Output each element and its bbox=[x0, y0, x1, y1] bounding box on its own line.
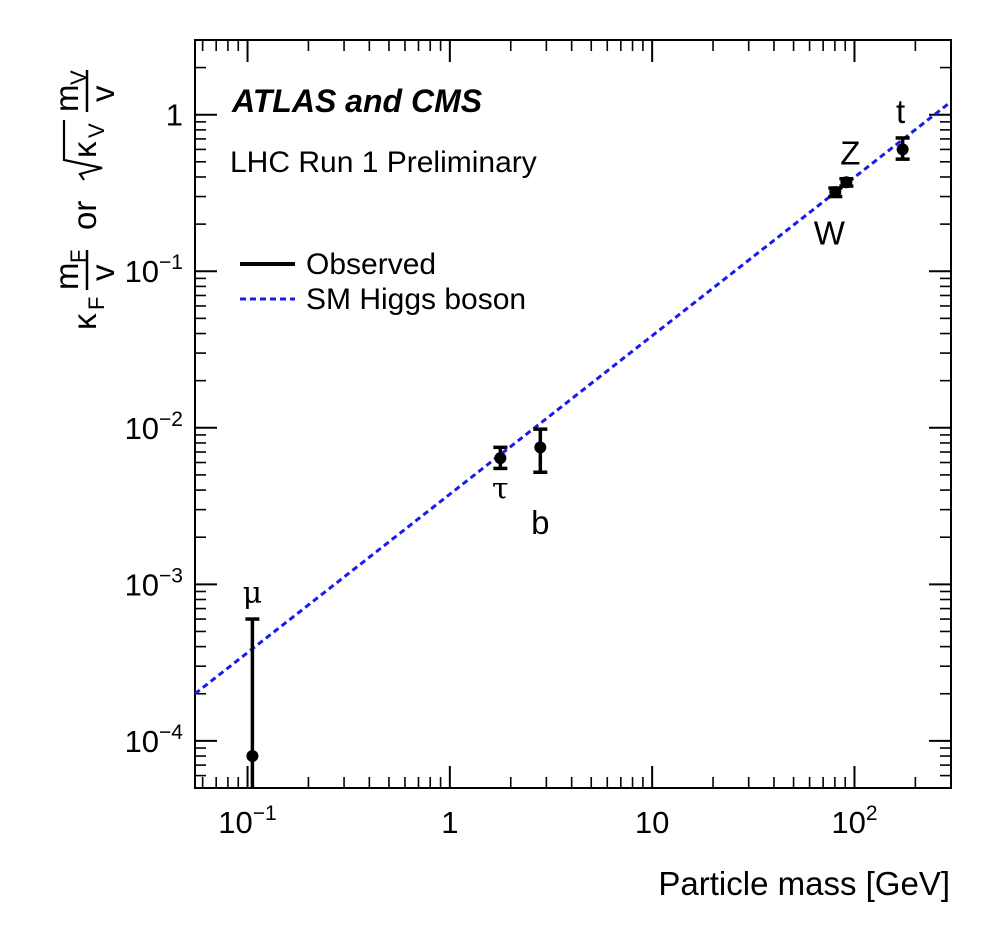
particle-label: W bbox=[814, 215, 846, 252]
major-ticks bbox=[195, 40, 951, 788]
y-tick-label: 10−3 bbox=[125, 564, 183, 602]
y-title-kappa-f-sub: F bbox=[84, 297, 109, 310]
y-tick-exponent: −3 bbox=[159, 564, 183, 587]
data-marker bbox=[829, 186, 842, 199]
y-tick-label: 10−2 bbox=[125, 408, 183, 446]
sm-higgs-line bbox=[194, 100, 952, 695]
particle-label: μ bbox=[243, 576, 263, 611]
data-points: μ τb W Zt bbox=[243, 93, 910, 788]
legend: Observed SM Higgs boson bbox=[240, 248, 526, 316]
y-axis-title: κ F m F v or κ V m V v bbox=[48, 70, 121, 330]
particle-label: Z bbox=[840, 135, 860, 172]
y-title-mass-v: m bbox=[48, 85, 85, 113]
y-tick-labels: 10−4 10−3 10−2 10−1 1 bbox=[125, 98, 184, 759]
y-tick-exponent: −4 bbox=[159, 721, 183, 744]
y-title-mass-f-sub: F bbox=[66, 250, 91, 263]
sqrt-icon bbox=[62, 120, 103, 181]
y-tick-label: 10−1 bbox=[125, 251, 183, 289]
y-tick-label: 10−4 bbox=[125, 721, 184, 759]
x-tick-label: 102 bbox=[831, 802, 877, 840]
y-title-mass-v-sub: V bbox=[66, 70, 91, 85]
data-marker bbox=[246, 750, 259, 763]
particle-label: τ bbox=[492, 471, 509, 506]
y-title-kappa-v: κ bbox=[66, 141, 103, 158]
y-title-mass-f: m bbox=[48, 263, 85, 291]
data-point-5: t bbox=[895, 93, 910, 161]
data-marker bbox=[534, 441, 547, 454]
y-title-kappa-f: κ bbox=[66, 313, 103, 330]
x-tick-label: 1 bbox=[441, 805, 458, 840]
particle-label: b bbox=[531, 504, 549, 541]
y-tick-label: 1 bbox=[166, 98, 183, 133]
x-tick-exponent: −1 bbox=[253, 802, 277, 825]
x-axis-title: Particle mass [GeV] bbox=[658, 865, 950, 902]
data-point-1: τ bbox=[492, 445, 509, 506]
subtitle: LHC Run 1 Preliminary bbox=[230, 146, 537, 179]
legend-sm-label: SM Higgs boson bbox=[306, 283, 526, 316]
x-tick-labels: 10−1 1 10 102 bbox=[218, 802, 877, 840]
y-tick-exponent: −1 bbox=[159, 251, 183, 274]
y-title-v-v: v bbox=[84, 85, 121, 102]
data-marker bbox=[840, 176, 853, 189]
legend-observed-label: Observed bbox=[306, 248, 436, 281]
data-marker bbox=[494, 452, 507, 465]
y-tick-exponent: −2 bbox=[159, 408, 183, 431]
y-title-v-f: v bbox=[84, 264, 121, 281]
data-point-3: W bbox=[814, 186, 846, 252]
x-tick-exponent: 2 bbox=[866, 802, 878, 825]
banner: ATLAS and CMS bbox=[231, 83, 483, 119]
data-point-2: b bbox=[531, 427, 549, 541]
minor-ticks bbox=[195, 40, 951, 788]
data-point-4: Z bbox=[839, 135, 860, 189]
data-point-0: μ bbox=[243, 576, 263, 788]
y-title-or: or bbox=[66, 201, 103, 230]
particle-label: t bbox=[896, 93, 905, 130]
x-tick-label: 10−1 bbox=[218, 802, 276, 840]
plot-frame bbox=[194, 39, 952, 789]
y-title-kappa-v-sub: V bbox=[84, 123, 109, 138]
x-tick-label: 10 bbox=[635, 805, 669, 840]
data-marker bbox=[896, 143, 909, 156]
